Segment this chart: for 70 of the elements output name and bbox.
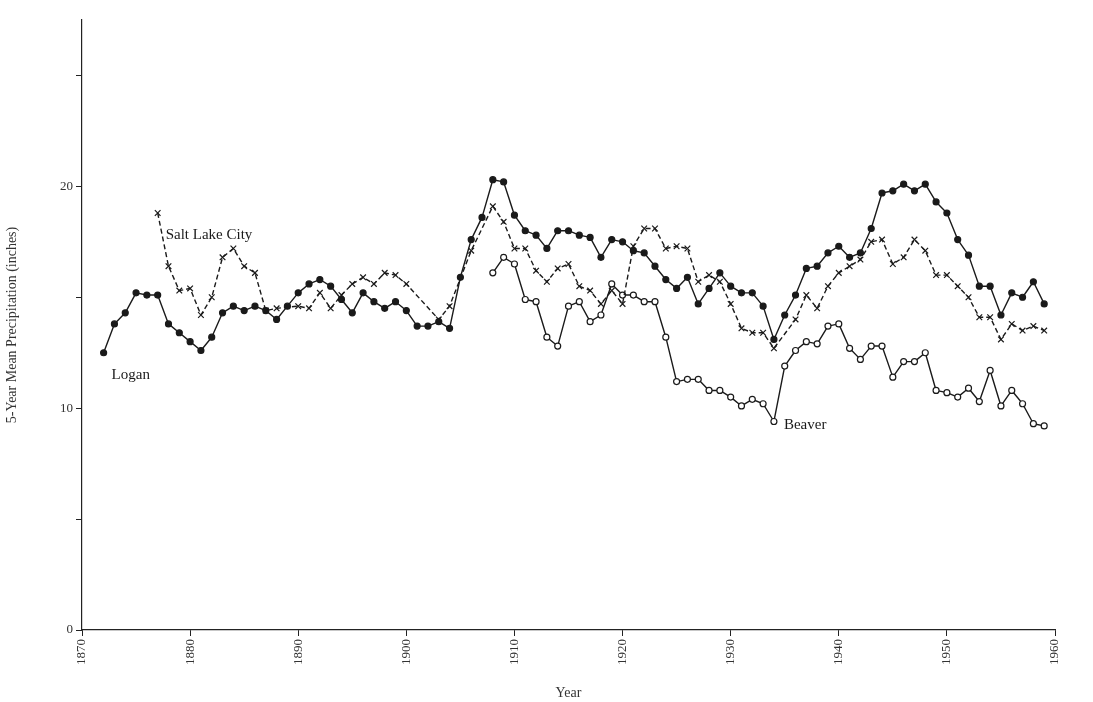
point	[867, 342, 875, 350]
series-label: Logan	[111, 365, 151, 382]
point	[694, 375, 702, 383]
point	[705, 386, 713, 395]
point	[975, 397, 983, 406]
point	[662, 333, 670, 341]
y-tick-label: 10	[60, 399, 73, 415]
point	[575, 298, 583, 306]
series-label: Beaver	[783, 416, 827, 433]
point	[737, 402, 746, 410]
point	[629, 291, 637, 299]
x-axis-title: Year	[555, 685, 582, 701]
point	[943, 389, 951, 397]
point	[856, 355, 864, 363]
point	[597, 311, 605, 319]
point	[521, 295, 529, 304]
point	[932, 386, 940, 395]
point	[489, 269, 497, 277]
point	[716, 386, 724, 395]
x-tick-label: 1940	[830, 639, 846, 665]
x-tick-label: 1880	[181, 639, 197, 665]
y-tick-label: 0	[66, 621, 73, 637]
x-tick-label: 1900	[397, 639, 413, 665]
point	[802, 338, 810, 346]
point	[986, 366, 994, 375]
point	[554, 342, 562, 350]
point	[1018, 400, 1027, 408]
point	[748, 395, 756, 403]
x-tick-label: 1920	[613, 639, 629, 665]
y-axis-title: 5-Year Mean Precipitation (inches)	[4, 226, 21, 424]
point	[651, 298, 659, 306]
point	[770, 417, 778, 426]
point	[910, 358, 919, 366]
x-tick-label: 1910	[505, 639, 521, 665]
point	[845, 344, 854, 352]
point	[791, 346, 800, 355]
point	[900, 358, 908, 366]
point	[878, 342, 886, 350]
point	[997, 402, 1005, 410]
point	[824, 322, 832, 330]
point	[889, 373, 897, 381]
point	[1008, 386, 1016, 395]
point	[673, 377, 681, 386]
point	[532, 298, 540, 306]
point	[964, 384, 973, 392]
point	[759, 400, 767, 408]
point	[618, 291, 627, 299]
x-tick-label: 1930	[722, 639, 738, 665]
point	[564, 302, 573, 310]
x-tick-label: 1960	[1046, 639, 1062, 665]
point	[510, 260, 519, 268]
x-tick-label: 1870	[73, 639, 89, 665]
point	[683, 375, 692, 383]
point	[608, 280, 616, 288]
point	[781, 362, 789, 370]
series-label: Salt Lake City	[165, 225, 253, 242]
point	[1040, 422, 1048, 430]
point	[500, 253, 508, 261]
point	[954, 393, 962, 401]
x-tick-label: 1950	[938, 639, 954, 665]
y-tick-label: 20	[60, 177, 73, 193]
point	[586, 318, 594, 326]
point	[835, 320, 843, 328]
point	[921, 349, 929, 357]
point	[813, 340, 821, 348]
point	[1029, 420, 1037, 428]
point	[640, 298, 648, 306]
x-tick-label: 1890	[289, 639, 305, 665]
point	[543, 333, 551, 341]
point	[727, 393, 735, 401]
